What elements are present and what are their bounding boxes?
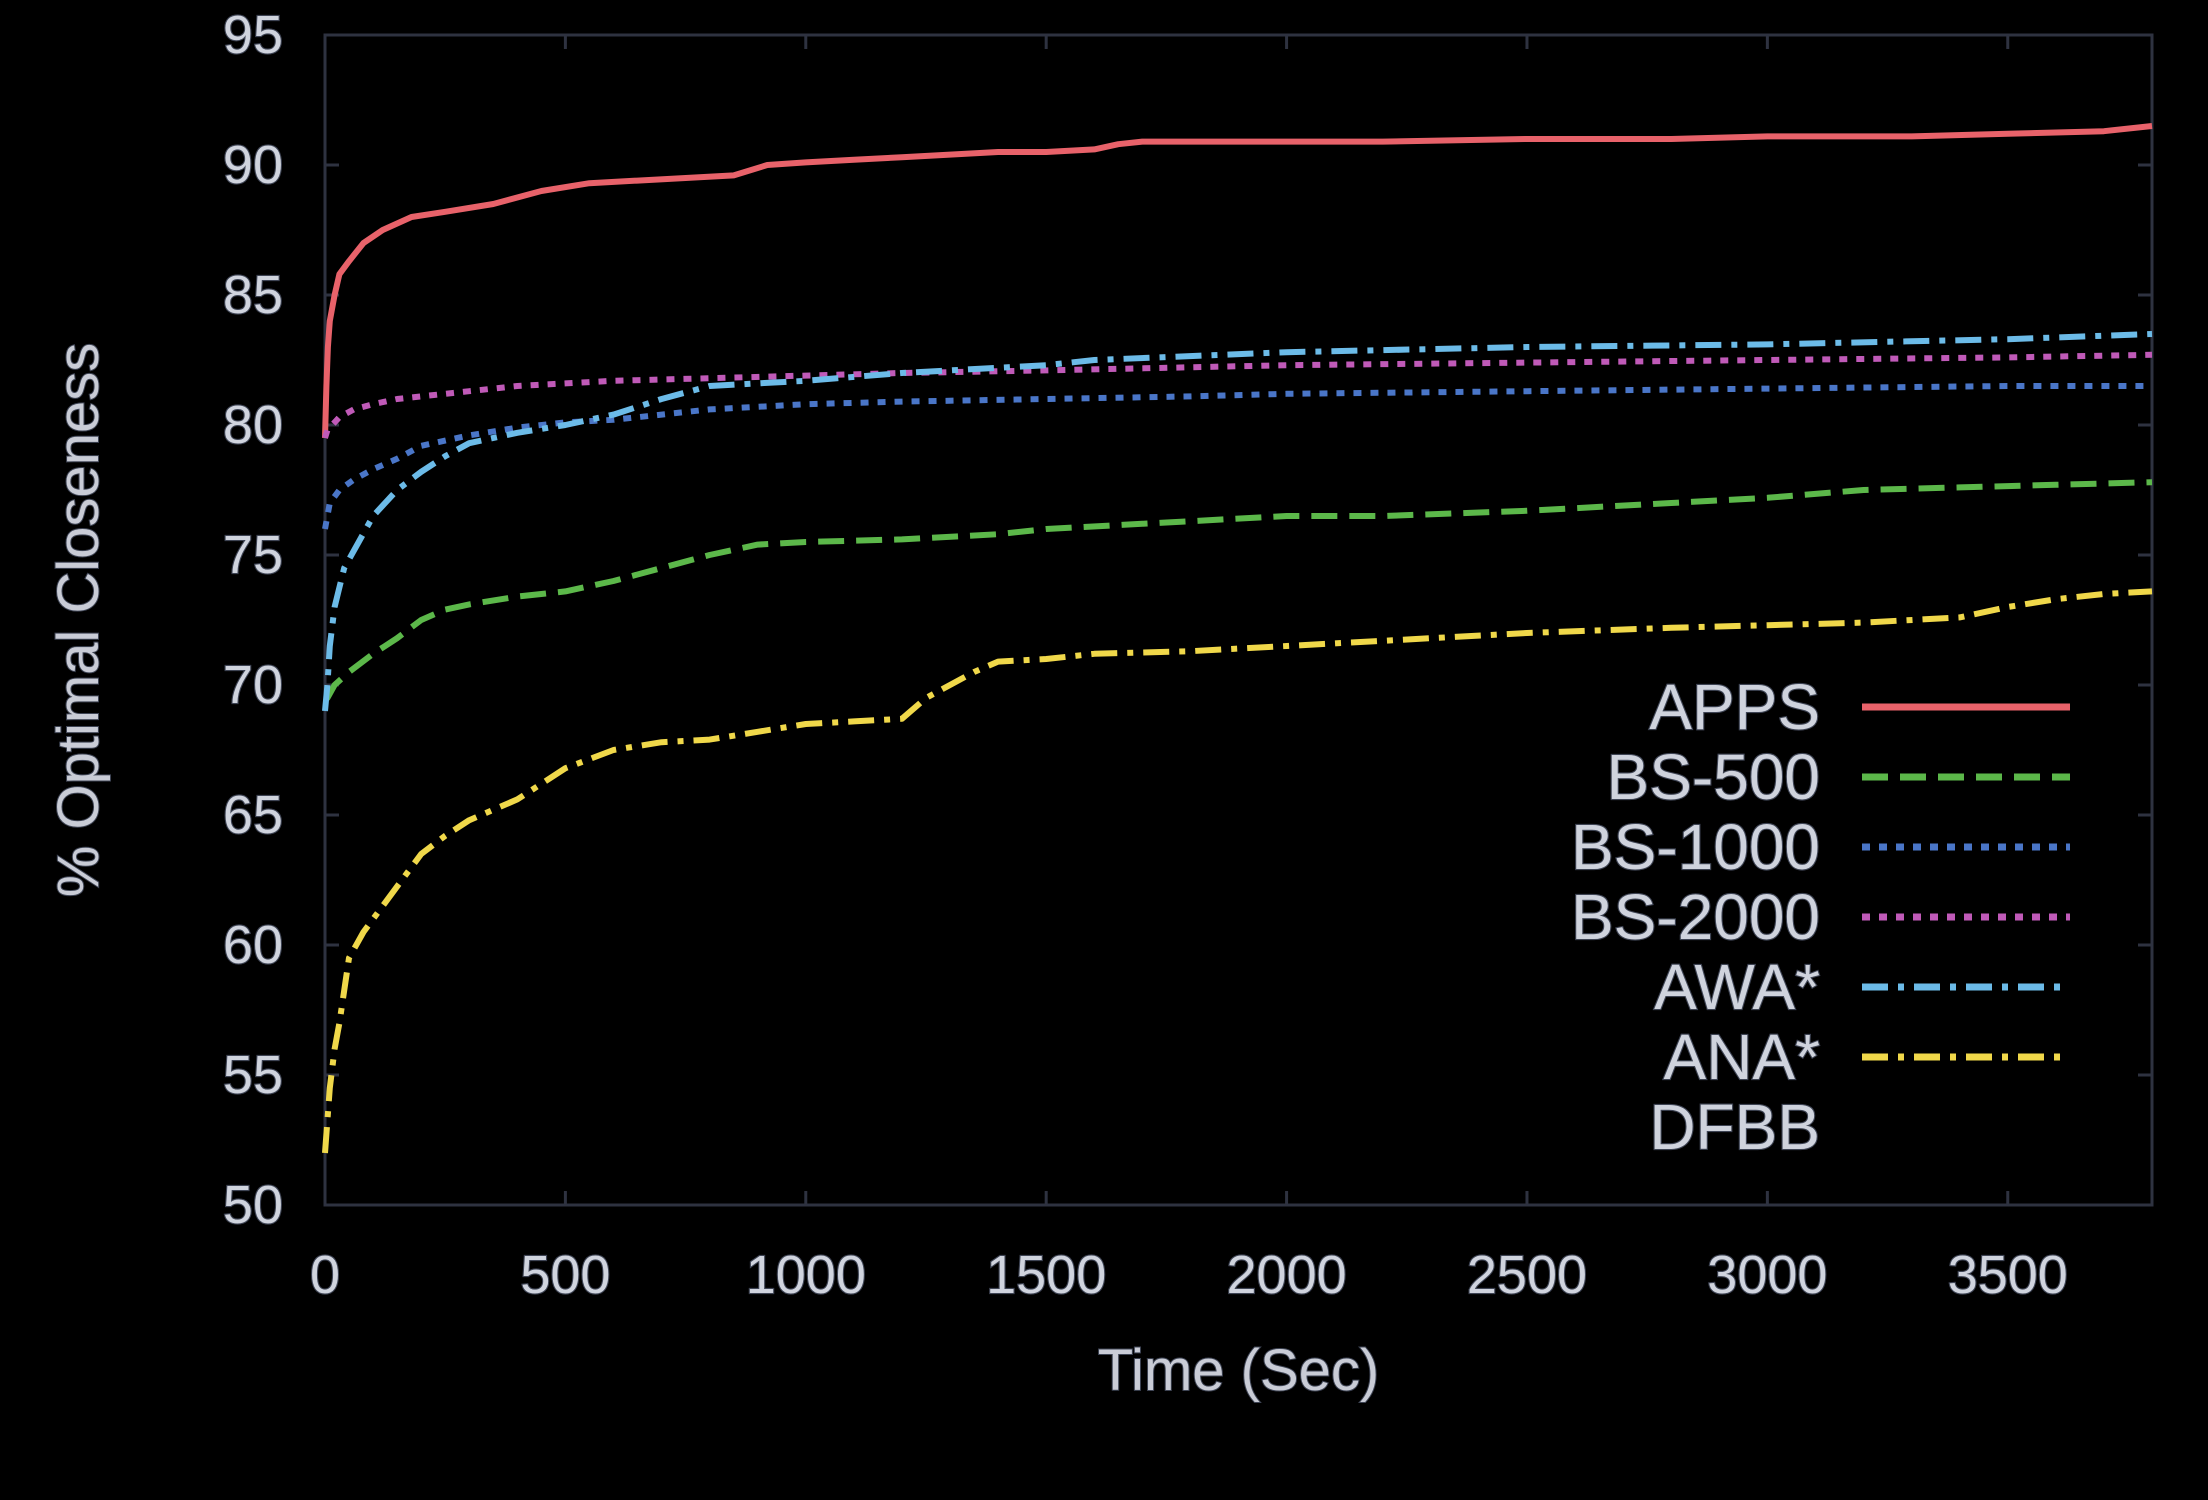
legend-label: BS-500 — [1607, 741, 1820, 813]
x-tick-label: 2000 — [1227, 1245, 1347, 1305]
series-line-3 — [322, 351, 2153, 439]
legend-label: APPS — [1649, 671, 1820, 743]
series-line-2 — [322, 383, 2152, 530]
x-axis: 0 500 1000 1500 2000 2500 3000 3500 — [309, 35, 2069, 1306]
legend-label: AWA* — [1654, 951, 1820, 1023]
legend-label: BS-1000 — [1571, 811, 1820, 883]
series-line-4 — [322, 331, 2153, 712]
legend-label: DFBB — [1649, 1091, 1820, 1163]
y-tick-label: 95 — [223, 5, 283, 65]
y-axis-title: % Optimal Closeness — [46, 343, 111, 897]
y-tick-label: 90 — [223, 135, 283, 195]
x-tick-label: 2500 — [1467, 1245, 1587, 1305]
x-tick-label: 1500 — [986, 1245, 1106, 1305]
x-tick-label: 0 — [310, 1245, 340, 1305]
legend-label: ANA* — [1664, 1021, 1821, 1093]
y-axis: 50 55 60 65 70 75 80 85 90 95 — [222, 4, 2152, 1236]
y-tick-label: 50 — [223, 1175, 283, 1235]
y-tick-label: 85 — [223, 265, 283, 325]
legend-label: BS-2000 — [1571, 881, 1820, 953]
y-tick-label: 65 — [223, 785, 283, 845]
y-tick-label: 60 — [223, 915, 283, 975]
x-axis-title: Time (Sec) — [1098, 1338, 1379, 1403]
y-tick-label: 70 — [223, 655, 283, 715]
plot-border — [323, 33, 2154, 1207]
plot-frame — [323, 33, 2154, 1207]
y-tick-label: 55 — [223, 1045, 283, 1105]
series-layer — [322, 123, 2153, 1154]
series-line-0 — [322, 123, 2153, 439]
x-tick-label: 3000 — [1707, 1245, 1827, 1305]
y-tick-label: 80 — [223, 395, 283, 455]
x-tick-label: 1000 — [746, 1245, 866, 1305]
x-tick-label: 500 — [520, 1245, 610, 1305]
series-line-5 — [322, 588, 2153, 1154]
x-tick-label: 3500 — [1948, 1245, 2068, 1305]
series-line-1 — [324, 479, 2153, 701]
y-tick-label: 75 — [223, 525, 283, 585]
